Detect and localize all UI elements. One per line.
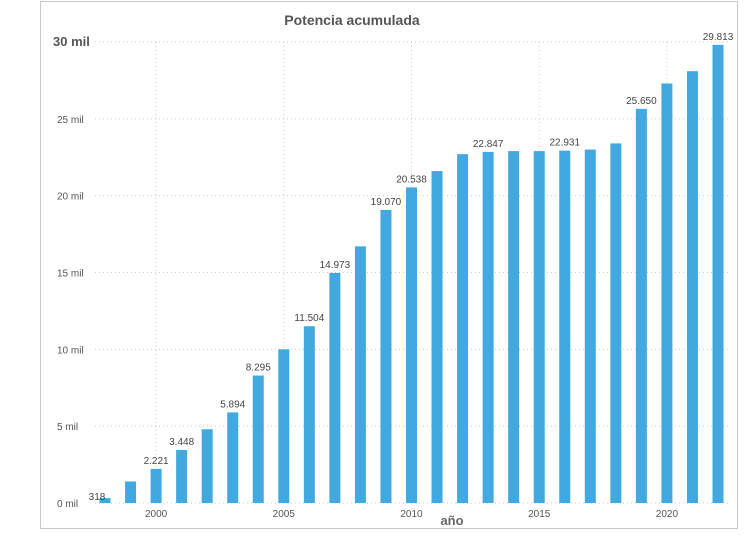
- data-label: 14.973: [320, 260, 351, 271]
- y-tick-label: 20 mil: [57, 192, 84, 203]
- data-label: 25.650: [626, 96, 657, 107]
- data-label: 2.221: [144, 456, 169, 467]
- bar: [329, 272, 341, 503]
- data-label: 3.448: [169, 437, 194, 448]
- bar: [406, 187, 417, 503]
- bar: [610, 143, 622, 504]
- bar: [508, 151, 520, 503]
- bar: [482, 151, 494, 503]
- data-label: 8.295: [246, 363, 271, 374]
- bar: [712, 44, 724, 503]
- axis-layer: 0 mil 5 mil 10 mil 15 mil 20 mil 25 mil 30 mil…: [53, 34, 678, 520]
- x-tick-label: 2005: [273, 509, 296, 520]
- y-tick-label: 25 mil: [57, 115, 84, 126]
- bar: [176, 450, 188, 503]
- x-tick-label: 2020: [656, 509, 679, 520]
- x-tick-label: 2015: [528, 509, 551, 520]
- data-label: 318: [89, 492, 106, 503]
- bar: [252, 375, 264, 503]
- y-tick-label: 0 mil: [57, 499, 78, 510]
- bar: [303, 326, 315, 503]
- bar: [559, 150, 571, 504]
- bar-layer: [99, 44, 724, 504]
- bar: [278, 349, 290, 503]
- bar: [431, 171, 443, 503]
- x-axis-title: año: [440, 513, 463, 528]
- chart-title: Potencia acumulada: [284, 12, 420, 28]
- data-label: 5.894: [220, 399, 245, 410]
- chart-frame: 318 2.221 3.448 5.894 8.295 11.504 14.973 19.07…: [40, 1, 738, 529]
- bar: [99, 498, 111, 503]
- bar: [150, 468, 162, 503]
- bar: [201, 429, 213, 503]
- y-tick-label: 10 mil: [57, 345, 84, 356]
- x-tick-label: 2010: [400, 509, 423, 520]
- bar: [635, 108, 647, 503]
- bar: [354, 246, 366, 504]
- bar: [661, 83, 673, 504]
- y-tick-label: 5 mil: [57, 422, 78, 433]
- bar: [125, 481, 137, 503]
- data-label: 19.070: [371, 197, 402, 208]
- x-tick-label: 2000: [145, 509, 168, 520]
- data-label: 22.931: [549, 138, 580, 149]
- y-tick-label: 30 mil: [53, 34, 90, 49]
- y-tick-label: 15 mil: [57, 269, 84, 280]
- bar: [457, 154, 469, 503]
- data-label: 20.538: [396, 174, 427, 185]
- data-label: 22.847: [473, 139, 504, 150]
- bar: [584, 149, 596, 504]
- data-label: 11.504: [294, 313, 324, 324]
- bar: [227, 412, 239, 503]
- bar: [686, 71, 698, 504]
- data-label: 29.813: [703, 32, 734, 43]
- bar: [533, 151, 545, 503]
- bar: [380, 209, 392, 503]
